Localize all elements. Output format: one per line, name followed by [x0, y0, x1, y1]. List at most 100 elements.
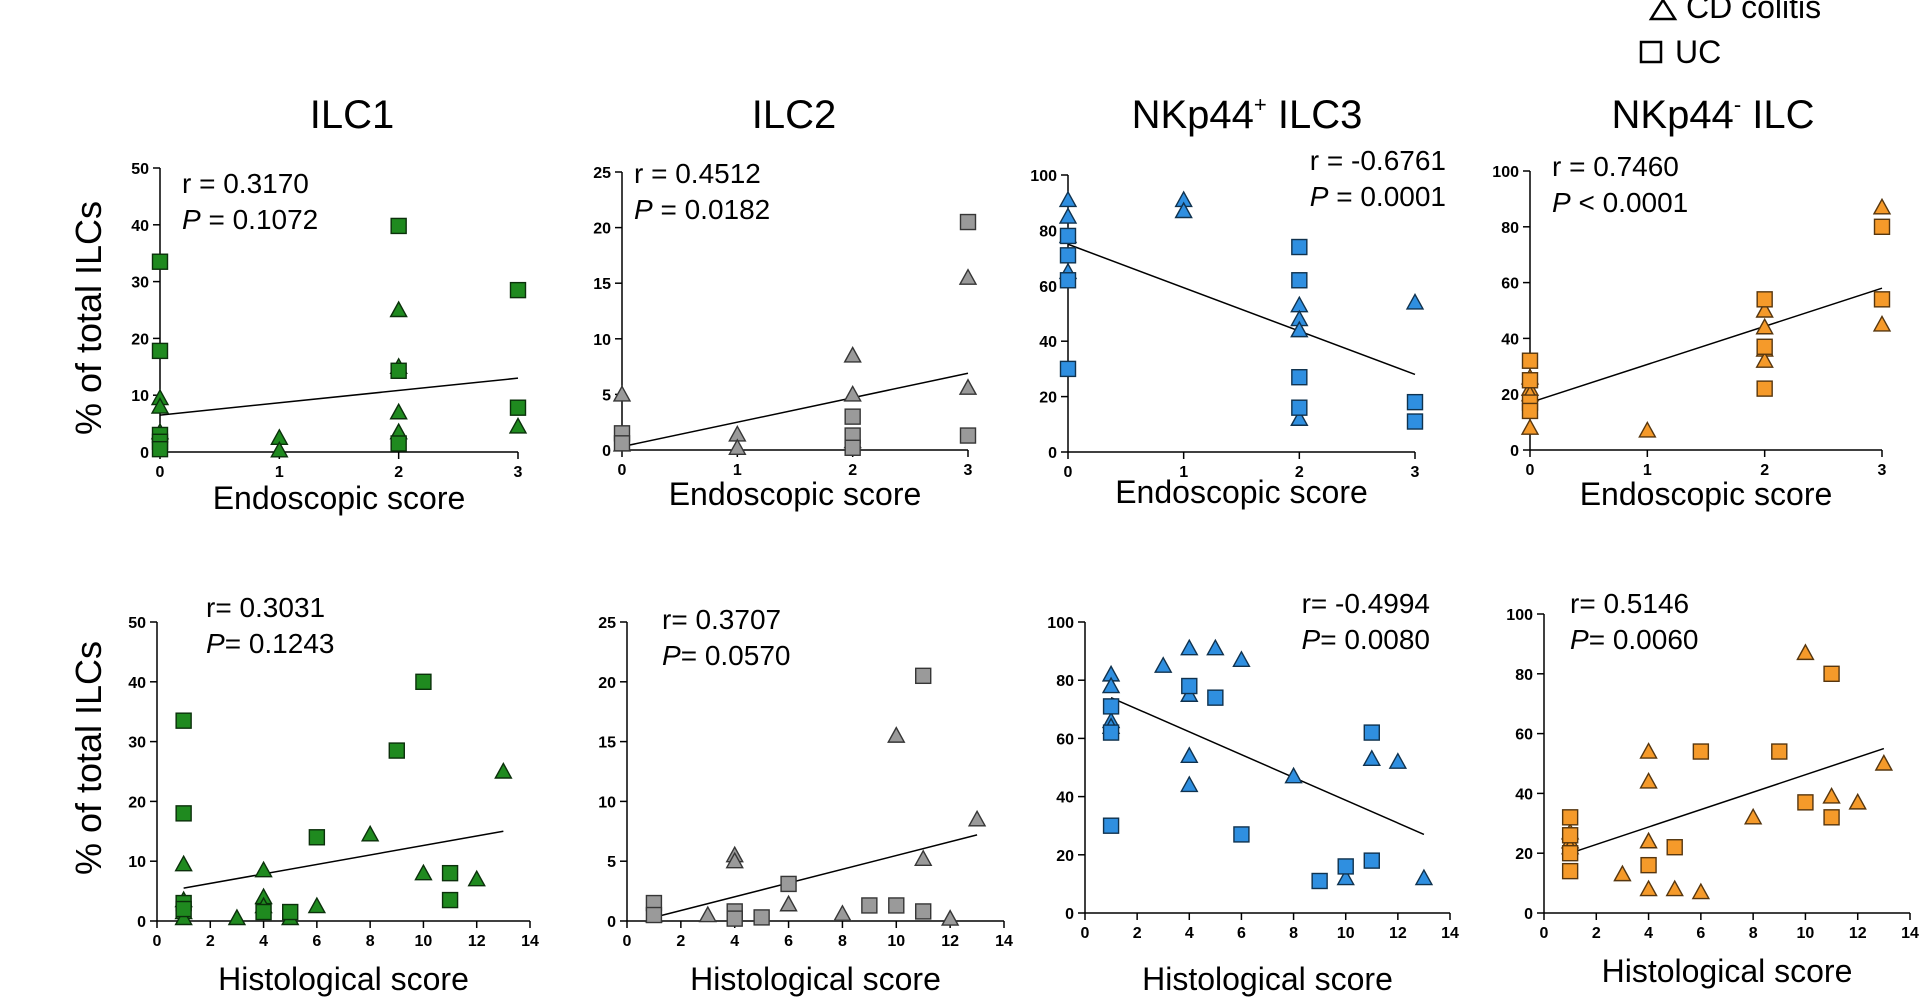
cd-colitis-triangle-point	[1206, 638, 1225, 656]
uc-square-point	[915, 667, 932, 685]
cd-colitis-triangle-point	[174, 908, 193, 926]
p-value: < 0.0001	[1571, 187, 1689, 218]
cd-colitis-triangle-point	[1362, 749, 1381, 766]
square-marker-icon	[1639, 40, 1663, 64]
cd-colitis-triangle-point	[1639, 831, 1658, 849]
cd-colitis-triangle-point	[1058, 190, 1078, 208]
p-value-label: P < 0.0001	[1552, 187, 1688, 218]
y-tick-label: 20	[1501, 387, 1519, 404]
cd-colitis-triangle-point	[150, 397, 170, 414]
uc-square-point	[509, 399, 527, 416]
y-tick-label: 0	[137, 914, 146, 931]
x-tick-label: 10	[1797, 925, 1815, 942]
uc-square-point	[1363, 852, 1380, 869]
x-axis-label: Endoscopic score	[213, 480, 466, 516]
regression-line	[1110, 696, 1425, 836]
uc-square-point	[175, 712, 192, 729]
regression-line	[159, 377, 519, 416]
x-axis-label: Endoscopic score	[669, 476, 922, 512]
cd-colitis-triangle-point	[779, 894, 798, 912]
p-symbol: P	[1570, 624, 1589, 655]
y-tick-label: 25	[593, 165, 611, 182]
uc-square-point	[1233, 826, 1250, 843]
cd-colitis-triangle-point	[1755, 317, 1774, 335]
uc-square-point	[388, 742, 405, 759]
cd-colitis-triangle-point	[1872, 315, 1892, 332]
uc-square-point	[1561, 862, 1579, 880]
y-tick-label: 80	[1515, 667, 1533, 684]
cd-colitis-triangle-point	[728, 438, 747, 455]
x-tick-label: 3	[964, 462, 973, 479]
x-tick-label: 4	[259, 933, 268, 950]
column-title-nkp44pos-ilc3: NKp44+ ILC3	[1132, 92, 1363, 137]
r-value-label: r= -0.4994	[1302, 588, 1430, 619]
y-tick-label: 40	[1039, 334, 1057, 351]
legend-entry-cd-colitis: CD colitis	[1648, 0, 1821, 25]
y-tick-label: 60	[1501, 276, 1519, 293]
uc-square-point	[151, 253, 169, 270]
uc-square-point	[1181, 677, 1198, 695]
r-value-label: r= 0.3031	[206, 592, 325, 623]
p-symbol: P	[1310, 181, 1329, 212]
x-tick-label: 6	[1237, 925, 1246, 942]
uc-square-point	[1521, 402, 1539, 420]
x-tick-label: 2	[1295, 464, 1304, 481]
y-tick-label: 10	[593, 332, 611, 349]
uc-square-point	[888, 897, 905, 914]
r-value-label: r = -0.6761	[1310, 145, 1446, 176]
y-tick-label: 20	[1515, 846, 1533, 863]
r-value-label: r= 0.3707	[662, 604, 781, 635]
y-axis-label-endoscopic-row: % of total ILCs	[68, 201, 109, 435]
legend-entry-uc: UC	[1639, 34, 1721, 70]
column-title-ilc2: ILC2	[752, 93, 837, 137]
p-symbol: P	[1552, 187, 1571, 218]
uc-square-point	[151, 440, 169, 458]
x-tick-label: 3	[514, 464, 523, 481]
x-tick-label: 4	[1644, 925, 1653, 942]
x-tick-label: 4	[730, 933, 739, 950]
x-axis-label: Histological score	[1602, 953, 1853, 989]
uc-square-point	[780, 875, 797, 893]
cd-colitis-triangle-point	[360, 824, 380, 842]
uc-square-point	[844, 408, 861, 425]
cd-colitis-triangle-point	[958, 378, 978, 395]
regression-line	[653, 834, 978, 919]
p-symbol: P	[182, 204, 201, 235]
y-tick-label: 100	[1492, 164, 1519, 181]
y-tick-label: 20	[1056, 848, 1074, 865]
x-axis-label: Endoscopic score	[1115, 474, 1368, 510]
p-value-label: P = 0.0182	[634, 194, 770, 225]
uc-square-point	[753, 909, 770, 926]
cd-colitis-triangle-point	[1743, 807, 1763, 825]
p-value: = 0.0182	[653, 194, 771, 225]
y-tick-label: 40	[128, 675, 146, 692]
y-tick-label: 20	[131, 331, 149, 348]
uc-square-point	[308, 829, 326, 846]
y-tick-label: 20	[1039, 390, 1057, 407]
cd-colitis-triangle-point	[1180, 746, 1199, 764]
uc-square-point	[151, 342, 169, 360]
uc-square-point	[1406, 393, 1424, 411]
y-tick-label: 80	[1056, 673, 1074, 690]
uc-square-point	[1561, 845, 1579, 862]
x-tick-label: 0	[618, 462, 627, 479]
y-tick-label: 100	[1030, 168, 1057, 185]
y-axis-label-histological-row: % of total ILCs	[68, 641, 109, 875]
regression-line	[1569, 747, 1885, 854]
y-tick-label: 80	[1039, 223, 1057, 240]
cd-colitis-triangle-point	[1058, 207, 1078, 224]
uc-square-point	[1666, 839, 1683, 856]
uc-square-point	[1059, 247, 1077, 264]
uc-square-point	[1291, 272, 1308, 289]
cd-colitis-triangle-point	[1414, 868, 1434, 886]
cd-colitis-triangle-point	[1336, 868, 1355, 886]
cd-colitis-triangle-point	[698, 905, 717, 923]
x-tick-label: 2	[1592, 925, 1601, 942]
x-tick-label: 3	[1411, 464, 1420, 481]
y-tick-label: 50	[128, 615, 146, 632]
regression-line	[1067, 243, 1416, 376]
regression-line	[621, 372, 969, 448]
cd-colitis-triangle-point	[1405, 292, 1425, 310]
x-tick-label: 1	[733, 462, 742, 479]
